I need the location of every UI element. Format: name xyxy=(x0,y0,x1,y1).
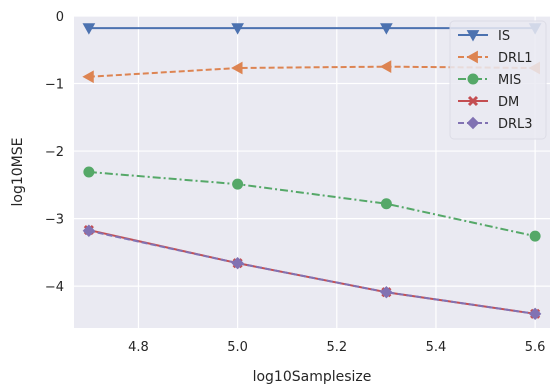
legend-marker xyxy=(467,73,479,85)
data-point-is xyxy=(82,23,96,35)
legend-label: DRL1 xyxy=(498,51,533,66)
y-tick-label: 0 xyxy=(56,10,64,25)
x-tick-label: 4.8 xyxy=(128,340,149,355)
legend-item-dm: DM xyxy=(458,95,519,110)
x-tick-label: 5.6 xyxy=(525,340,546,355)
data-point-drl1 xyxy=(82,70,94,84)
series-line-drl3 xyxy=(88,229,536,315)
legend-item-mis: MIS xyxy=(458,73,521,88)
series-drl3 xyxy=(82,224,542,321)
legend-label: DM xyxy=(498,95,519,110)
legend: IS DRL1 MIS DM DRL3 xyxy=(449,20,547,140)
data-point-drl3 xyxy=(82,224,96,237)
x-tick-label: 5.2 xyxy=(326,340,347,355)
legend-label: MIS xyxy=(498,73,521,88)
legend-marker xyxy=(467,95,479,107)
data-point-drl1 xyxy=(379,60,392,73)
x-axis-label: log10Samplesize xyxy=(253,369,372,385)
tick-labels: 4.8 5.0 5.2 5.4 5.6 0 −1 −2 −3 −4 xyxy=(45,10,546,355)
y-tick-label: −1 xyxy=(45,78,64,93)
legend-item-drl3: DRL3 xyxy=(458,116,533,132)
y-tick-label: −3 xyxy=(45,213,64,228)
data-point-drl3 xyxy=(380,286,393,299)
data-point-drl1 xyxy=(231,61,243,75)
legend-label: IS xyxy=(498,29,510,44)
series-mis xyxy=(83,166,541,242)
data-point-is xyxy=(231,23,244,35)
legend-item-drl1: DRL1 xyxy=(458,50,533,66)
series-line-mis xyxy=(88,171,536,238)
y-tick-label: −2 xyxy=(45,145,64,160)
data-point-is xyxy=(380,23,393,35)
legend-label: DRL3 xyxy=(498,117,533,132)
data-point-drl3 xyxy=(528,307,542,321)
data-point-mis xyxy=(529,230,541,242)
x-tick-label: 5.0 xyxy=(227,340,248,355)
legend-item-is: IS xyxy=(458,29,510,44)
y-axis-label: log10MSE xyxy=(10,138,26,207)
legend-box xyxy=(449,20,547,140)
x-tick-label: 5.4 xyxy=(426,340,447,355)
legend-marker xyxy=(466,50,478,64)
data-point-mis xyxy=(83,166,95,178)
data-point-drl3 xyxy=(231,256,244,270)
legend-marker xyxy=(466,30,480,42)
legend-marker xyxy=(466,116,480,130)
data-point-mis xyxy=(380,198,392,210)
data-point-mis xyxy=(232,178,244,190)
y-tick-label: −4 xyxy=(45,280,64,295)
